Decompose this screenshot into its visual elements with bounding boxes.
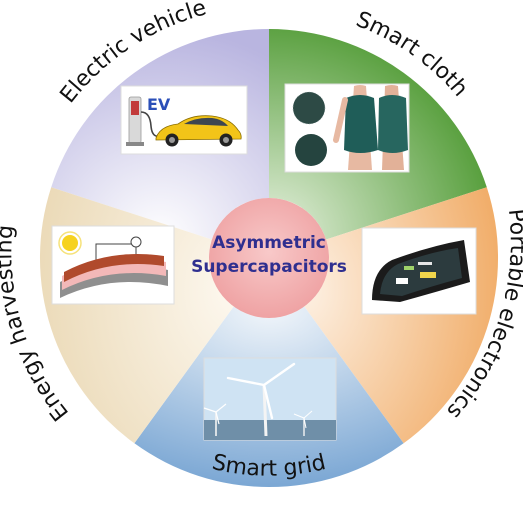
layered-device-icon	[60, 254, 168, 298]
ev-badge: EV	[147, 95, 171, 114]
wind-turbine-icon	[203, 362, 313, 437]
energy-harvesting-image	[51, 225, 175, 305]
ev-charging-car-image: EV	[120, 85, 248, 155]
fabric-sample-icon	[292, 91, 327, 166]
smart-grid-image	[203, 357, 337, 441]
center-title-line2: Supercapacitors	[191, 257, 347, 277]
yellow-car-icon	[155, 115, 242, 147]
charging-station-icon	[126, 96, 161, 146]
center-circle	[209, 198, 329, 318]
circuit-meter-icon	[95, 236, 142, 262]
garment-mannequin-icon	[333, 85, 408, 170]
portable-electronics-image	[361, 227, 477, 315]
center-title-line1: Asymmetric	[212, 233, 326, 253]
flexible-phone-icon	[372, 240, 470, 302]
smart-cloth-image	[284, 83, 410, 173]
sun-icon	[58, 231, 82, 255]
